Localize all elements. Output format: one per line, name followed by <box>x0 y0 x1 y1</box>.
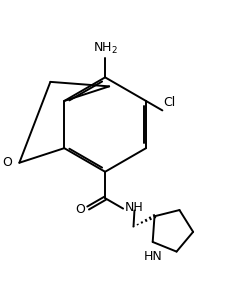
Text: NH$_2$: NH$_2$ <box>93 41 118 56</box>
Text: Cl: Cl <box>164 96 176 109</box>
Text: O: O <box>3 156 13 169</box>
Text: HN: HN <box>143 249 162 262</box>
Text: NH: NH <box>124 201 143 214</box>
Text: O: O <box>75 203 85 216</box>
